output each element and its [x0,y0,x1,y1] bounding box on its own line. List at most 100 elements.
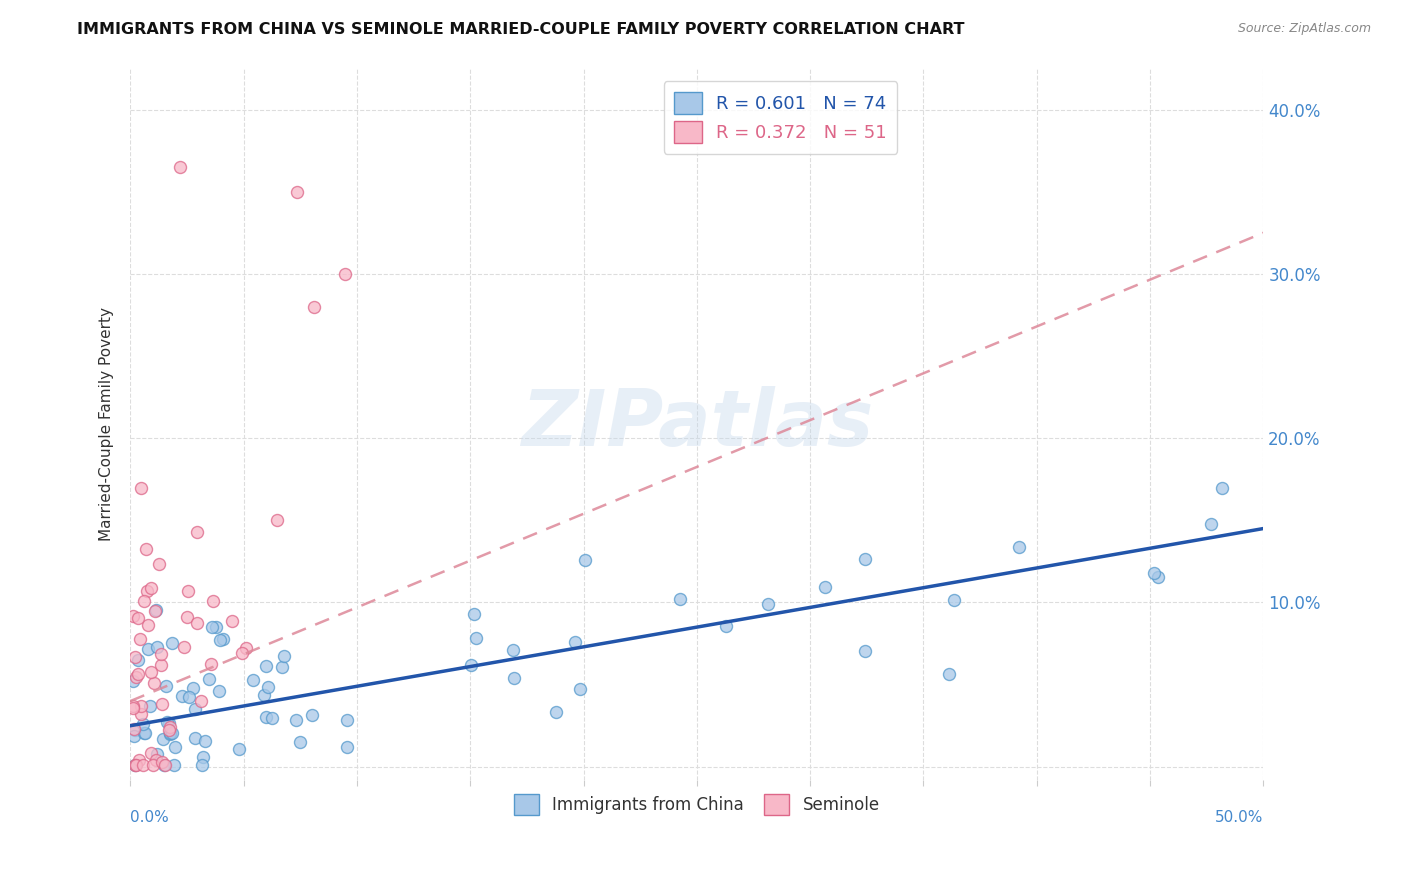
Point [152,731,174,746]
Text: 0.0%: 0.0% [131,810,169,824]
Point [201,594,224,608]
Point [262,711,284,725]
Point [336,713,359,727]
Point [122,609,145,624]
Point [177,584,200,599]
Point [242,673,264,688]
Point [132,593,155,607]
Point [266,513,288,527]
Point [157,723,180,737]
Point [301,708,323,723]
Point [502,671,524,685]
Point [124,758,146,772]
Point [132,726,155,740]
Point [129,481,152,495]
Point [143,676,166,690]
Point [256,680,278,694]
Point [221,615,243,629]
Point [302,300,325,314]
Point [136,641,159,656]
Point [145,753,167,767]
Point [211,632,233,646]
Point [181,681,204,695]
Point [136,584,159,599]
Point [139,581,162,595]
Point [150,647,173,661]
Point [253,688,276,702]
Point [853,552,876,566]
Point [235,641,257,656]
Point [200,657,222,672]
Point [156,714,179,729]
Point [159,726,181,740]
Point [163,758,186,772]
Point [254,710,277,724]
Point [186,615,208,630]
Point [668,591,690,606]
Point [938,666,960,681]
Point [146,640,169,654]
Point [207,684,229,698]
Point [231,646,253,660]
Point [228,742,250,756]
Point [121,699,143,714]
Point [127,666,149,681]
Point [150,697,173,711]
Point [155,758,177,772]
Point [208,632,231,647]
Point [942,593,965,607]
Point [129,698,152,713]
Point [122,729,145,743]
Point [201,620,224,634]
Point [138,698,160,713]
Legend: Immigrants from China, Seminole: Immigrants from China, Seminole [508,788,886,822]
Point [122,722,145,736]
Point [127,611,149,625]
Point [1211,481,1233,495]
Point [502,643,524,657]
Point [1143,566,1166,581]
Point [124,670,146,684]
Text: ZIPatlas: ZIPatlas [520,386,873,462]
Point [177,690,200,705]
Point [169,160,191,174]
Point [162,636,184,650]
Point [290,734,312,748]
Point [335,739,357,754]
Point [273,649,295,664]
Point [714,619,737,633]
Text: 50.0%: 50.0% [1215,810,1264,824]
Y-axis label: Married-Couple Family Poverty: Married-Couple Family Poverty [100,307,114,541]
Text: Source: ZipAtlas.com: Source: ZipAtlas.com [1237,22,1371,36]
Point [205,620,228,634]
Point [853,644,876,658]
Point [165,739,187,754]
Point [814,580,837,594]
Point [153,758,176,772]
Point [564,635,586,649]
Point [162,725,184,739]
Point [285,185,308,199]
Point [143,605,166,619]
Point [132,717,155,731]
Point [191,750,214,764]
Point [148,557,170,571]
Text: IMMIGRANTS FROM CHINA VS SEMINOLE MARRIED-COUPLE FAMILY POVERTY CORRELATION CHAR: IMMIGRANTS FROM CHINA VS SEMINOLE MARRIE… [77,22,965,37]
Point [159,726,181,740]
Point [756,598,779,612]
Point [198,672,221,686]
Point [186,524,208,539]
Point [145,747,167,762]
Point [1008,540,1031,554]
Point [184,702,207,716]
Point [568,682,591,697]
Point [134,726,156,740]
Point [173,640,195,654]
Point [121,674,143,689]
Point [159,720,181,734]
Point [190,758,212,772]
Point [129,632,152,647]
Point [124,758,146,772]
Point [128,752,150,766]
Point [284,713,307,727]
